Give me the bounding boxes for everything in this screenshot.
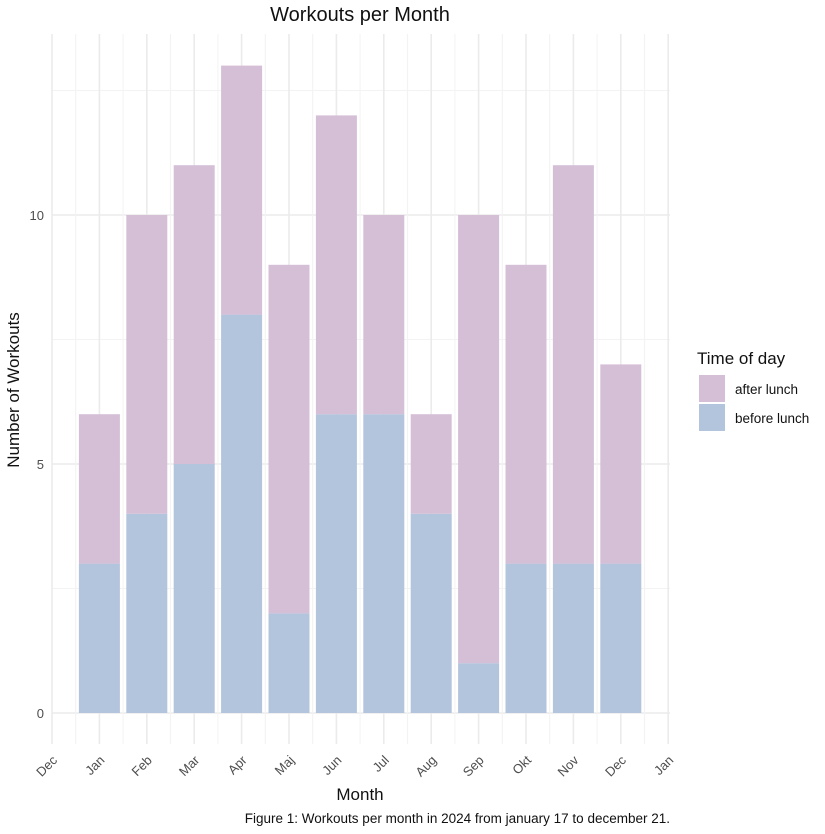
x-tick-label: Jan — [651, 753, 676, 778]
x-tick-label: Nov — [555, 752, 582, 779]
bar-after-lunch-jan — [78, 414, 120, 564]
bar-before-lunch-jul — [363, 414, 405, 713]
bars — [78, 65, 642, 713]
x-tick-label: Dec — [33, 752, 60, 779]
chart-title: Workouts per Month — [270, 4, 450, 26]
x-tick-label: Mar — [176, 752, 203, 779]
x-axis-ticks: Dec Jan Feb Mar Apr Maj Jun Jul Aug Sep Okt Nov Dec J… — [33, 752, 676, 779]
bar-after-lunch-aug — [410, 414, 452, 514]
x-tick-label: Sep — [460, 753, 487, 780]
bar-before-lunch-aug — [410, 513, 452, 713]
bar-before-lunch-sep — [458, 663, 500, 713]
x-tick-label: Apr — [225, 752, 250, 777]
bar-after-lunch-mar — [173, 165, 215, 464]
bar-before-lunch-jan — [78, 563, 120, 713]
x-tick-label: Jan — [82, 753, 107, 778]
y-tick-label: 10 — [30, 208, 44, 223]
bar-before-lunch-maj — [268, 613, 310, 713]
bar-before-lunch-mar — [173, 464, 215, 713]
bar-after-lunch-jun — [315, 115, 357, 415]
legend: Time of day after lunch before lunch — [697, 349, 809, 431]
x-tick-label: Jun — [319, 753, 344, 778]
bar-after-lunch-feb — [126, 215, 168, 514]
bar-after-lunch-okt — [505, 264, 547, 564]
bar-after-lunch-apr — [221, 65, 263, 315]
bar-after-lunch-sep — [458, 215, 500, 664]
bar-after-lunch-jul — [363, 215, 405, 415]
bar-after-lunch-dec — [600, 364, 642, 564]
y-tick-label: 5 — [37, 457, 44, 472]
legend-swatch-after-lunch — [699, 375, 725, 402]
x-tick-label: Jul — [370, 752, 392, 774]
figure-caption: Figure 1: Workouts per month in 2024 fro… — [245, 811, 670, 826]
bar-before-lunch-jun — [315, 414, 357, 713]
x-tick-label: Okt — [509, 752, 534, 777]
x-tick-label: Aug — [412, 753, 439, 780]
bar-before-lunch-apr — [221, 314, 263, 713]
legend-label-after-lunch: after lunch — [735, 382, 798, 397]
y-axis-ticks: 0 5 10 — [30, 208, 44, 721]
legend-title: Time of day — [697, 349, 786, 368]
x-tick-label: Maj — [272, 752, 297, 777]
legend-label-before-lunch: before lunch — [735, 411, 809, 426]
y-tick-label: 0 — [37, 706, 44, 721]
bar-after-lunch-nov — [552, 165, 594, 564]
bar-before-lunch-feb — [126, 513, 168, 713]
x-tick-label: Dec — [602, 752, 629, 779]
x-axis-title: Month — [336, 785, 383, 804]
bar-before-lunch-nov — [552, 563, 594, 713]
bar-after-lunch-maj — [268, 264, 310, 614]
bar-before-lunch-dec — [600, 563, 642, 713]
y-axis-title: Number of Workouts — [4, 312, 23, 468]
x-tick-label: Feb — [128, 753, 154, 779]
legend-swatch-before-lunch — [699, 404, 725, 431]
bar-before-lunch-okt — [505, 563, 547, 713]
